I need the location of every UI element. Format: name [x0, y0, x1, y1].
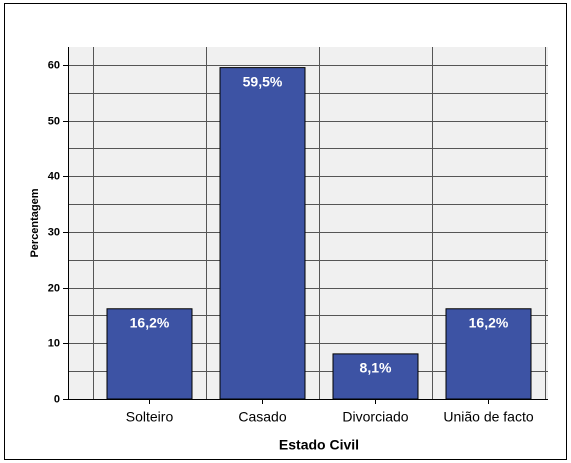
x-tick-label: Solteiro: [126, 409, 174, 425]
data-label: 16,2%: [469, 314, 509, 330]
x-tick-label: Divorciado: [342, 409, 408, 425]
y-tick-label: 60: [48, 59, 60, 71]
y-tick-label: 20: [48, 282, 60, 294]
data-label: 8,1%: [360, 360, 392, 376]
data-label: 16,2%: [130, 314, 170, 330]
x-tick-label: Casado: [238, 409, 286, 425]
y-tick-label: 30: [48, 226, 60, 238]
data-label: 59,5%: [243, 73, 283, 89]
y-axis-label: Percentagem: [29, 188, 41, 257]
y-tick-label: 50: [48, 115, 60, 127]
bar: [106, 308, 193, 400]
y-tick-label: 10: [48, 337, 60, 349]
y-tick-label: 40: [48, 170, 60, 182]
bar: [332, 353, 419, 400]
y-tick-label: 0: [54, 393, 60, 405]
bar: [219, 67, 306, 400]
x-tick-label: União de facto: [443, 409, 533, 425]
bar: [445, 308, 532, 400]
x-axis-label: Estado Civil: [279, 437, 359, 453]
